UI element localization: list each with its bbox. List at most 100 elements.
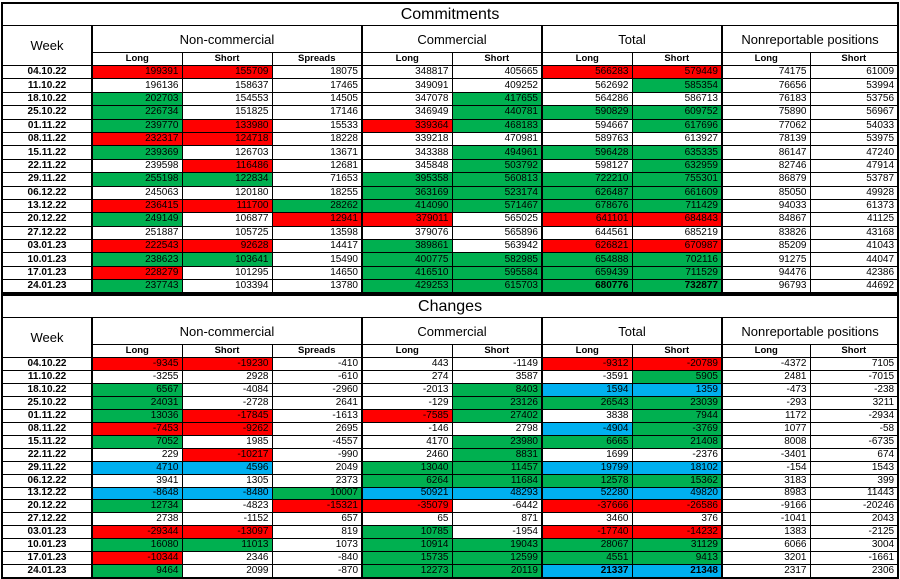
value-cell[interactable]: 571467	[451, 198, 543, 214]
value-cell[interactable]: 103394	[181, 279, 273, 294]
value-cell[interactable]: 635335	[631, 145, 723, 160]
week-cell[interactable]: 22.11.22	[1, 447, 93, 462]
value-cell[interactable]: 702116	[631, 252, 723, 267]
value-cell[interactable]: 722210	[541, 172, 633, 187]
value-cell[interactable]: -146	[361, 421, 453, 436]
value-cell[interactable]: 126703	[181, 145, 273, 160]
value-cell[interactable]: -4372	[721, 357, 811, 372]
value-cell[interactable]: 61373	[809, 198, 899, 214]
value-cell[interactable]: 3183	[721, 473, 811, 488]
value-cell[interactable]: 92628	[181, 239, 273, 254]
value-cell[interactable]: -58	[809, 421, 899, 436]
value-cell[interactable]: 71653	[271, 172, 363, 187]
value-cell[interactable]: 237743	[91, 279, 183, 294]
value-cell[interactable]: 124718	[181, 131, 273, 147]
value-cell[interactable]: 47914	[809, 158, 899, 174]
value-cell[interactable]: -410	[271, 357, 363, 372]
value-cell[interactable]: -14232	[631, 525, 723, 540]
value-cell[interactable]: 440781	[451, 105, 543, 120]
value-cell[interactable]: 2346	[181, 551, 273, 566]
value-cell[interactable]: -37666	[541, 499, 633, 514]
value-cell[interactable]: 685219	[631, 225, 723, 241]
week-cell[interactable]: 17.01.23	[1, 265, 93, 281]
value-cell[interactable]: 343388	[361, 145, 453, 160]
value-cell[interactable]: 24031	[91, 395, 183, 410]
value-cell[interactable]: 711529	[631, 265, 723, 281]
week-cell[interactable]: 08.11.22	[1, 131, 93, 147]
value-cell[interactable]: 4710	[91, 460, 183, 475]
value-cell[interactable]: 12599	[451, 551, 543, 566]
week-cell[interactable]: 03.01.23	[1, 525, 93, 540]
value-cell[interactable]: -9166	[721, 499, 811, 514]
value-cell[interactable]: 19043	[451, 538, 543, 553]
value-cell[interactable]: 1077	[721, 421, 811, 436]
value-cell[interactable]: 236415	[91, 198, 183, 214]
value-cell[interactable]: 21408	[631, 434, 723, 449]
value-cell[interactable]: 674	[809, 447, 899, 462]
value-cell[interactable]: 229	[91, 447, 183, 462]
value-cell[interactable]: 339364	[361, 118, 453, 133]
week-cell[interactable]: 20.12.22	[1, 499, 93, 514]
value-cell[interactable]: 1594	[541, 383, 633, 397]
value-cell[interactable]: 249149	[91, 212, 183, 227]
value-cell[interactable]: 82746	[721, 158, 811, 174]
value-cell[interactable]: -293	[721, 395, 811, 410]
value-cell[interactable]: 560813	[451, 172, 543, 187]
value-cell[interactable]: 346949	[361, 105, 453, 120]
value-cell[interactable]: 617696	[631, 118, 723, 133]
value-cell[interactable]: 43168	[809, 225, 899, 241]
value-cell[interactable]: 1985	[181, 434, 273, 449]
value-cell[interactable]: 94476	[721, 265, 811, 281]
value-cell[interactable]: 239598	[91, 158, 183, 174]
value-cell[interactable]: 133980	[181, 118, 273, 133]
value-cell[interactable]: -20246	[809, 499, 899, 514]
value-cell[interactable]: -2125	[809, 525, 899, 540]
value-cell[interactable]: 239369	[91, 145, 183, 160]
value-cell[interactable]: 566283	[541, 64, 633, 80]
week-cell[interactable]: 24.01.23	[1, 279, 93, 294]
value-cell[interactable]: 2695	[271, 421, 363, 436]
value-cell[interactable]: 2928	[181, 370, 273, 385]
value-cell[interactable]: 50921	[361, 486, 453, 501]
value-cell[interactable]: 1172	[721, 408, 811, 423]
value-cell[interactable]: 120180	[181, 185, 273, 200]
value-cell[interactable]: 15735	[361, 551, 453, 566]
value-cell[interactable]: 595584	[451, 265, 543, 281]
value-cell[interactable]: -3401	[721, 447, 811, 462]
value-cell[interactable]: 13780	[271, 279, 363, 294]
week-cell[interactable]: 24.01.23	[1, 564, 93, 579]
week-cell[interactable]: 01.11.22	[1, 408, 93, 423]
value-cell[interactable]: 228279	[91, 265, 183, 281]
value-cell[interactable]: -154	[721, 460, 811, 475]
value-cell[interactable]: 44692	[809, 279, 899, 294]
value-cell[interactable]: 1359	[631, 383, 723, 397]
value-cell[interactable]: 379076	[361, 225, 453, 241]
value-cell[interactable]: -9262	[181, 421, 273, 436]
value-cell[interactable]: 615703	[451, 279, 543, 294]
value-cell[interactable]: 245063	[91, 185, 183, 200]
value-cell[interactable]: -6442	[451, 499, 543, 514]
value-cell[interactable]: -10217	[181, 447, 273, 462]
value-cell[interactable]: 7105	[809, 357, 899, 372]
value-cell[interactable]: 659439	[541, 265, 633, 281]
value-cell[interactable]: 12681	[271, 158, 363, 174]
value-cell[interactable]: -3591	[541, 370, 633, 385]
value-cell[interactable]: 585354	[631, 78, 723, 93]
value-cell[interactable]: 8403	[451, 383, 543, 397]
value-cell[interactable]: -29344	[91, 525, 183, 540]
value-cell[interactable]: 565896	[451, 225, 543, 241]
value-cell[interactable]: 94033	[721, 198, 811, 214]
value-cell[interactable]: 76183	[721, 91, 811, 107]
value-cell[interactable]: 85209	[721, 239, 811, 254]
value-cell[interactable]: 468183	[451, 118, 543, 133]
value-cell[interactable]: -17845	[181, 408, 273, 423]
value-cell[interactable]: 3201	[721, 551, 811, 566]
value-cell[interactable]: 106877	[181, 212, 273, 227]
value-cell[interactable]: 14417	[271, 239, 363, 254]
week-cell[interactable]: 17.01.23	[1, 551, 93, 566]
week-cell[interactable]: 18.10.22	[1, 383, 93, 397]
value-cell[interactable]: 1383	[721, 525, 811, 540]
week-cell[interactable]: 20.12.22	[1, 212, 93, 227]
value-cell[interactable]: -19230	[181, 357, 273, 372]
value-cell[interactable]: 389861	[361, 239, 453, 254]
